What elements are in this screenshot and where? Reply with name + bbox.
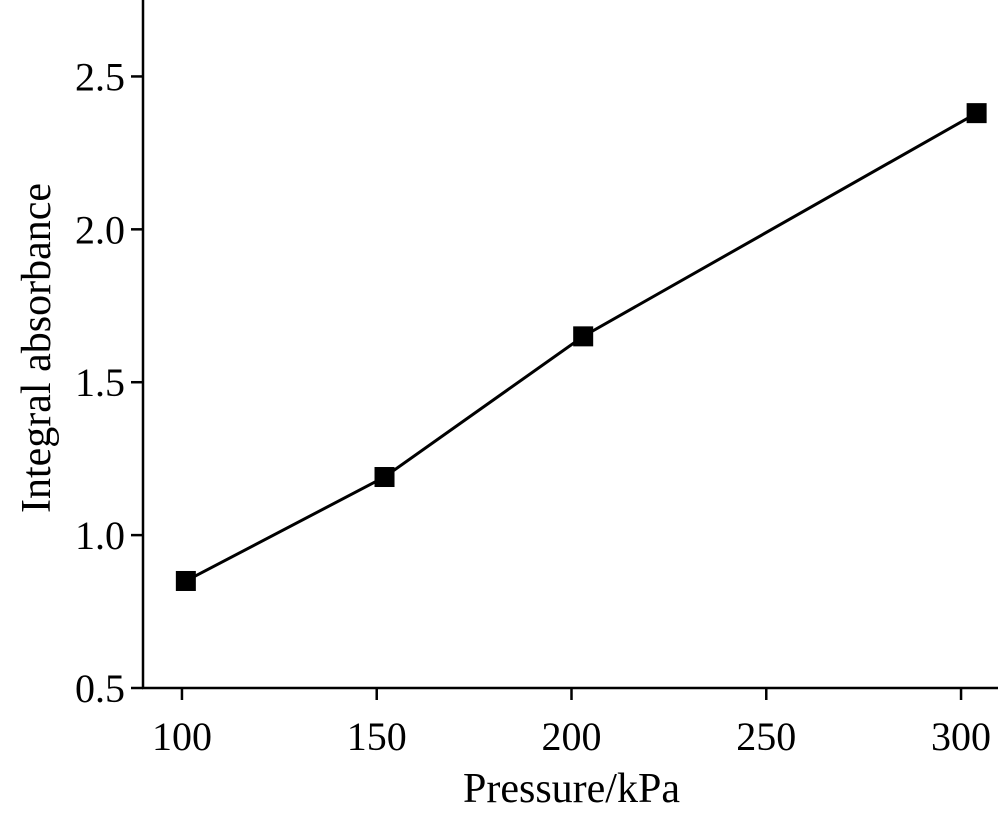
x-ticks: 100 150 200 250 300 [152,688,991,759]
y-tick-label: 2.5 [75,54,125,99]
x-axis-label: Pressure/kPa [463,766,680,812]
x-tick-label: 150 [347,714,407,759]
data-point-marker [573,326,594,347]
data-point-marker [175,570,196,591]
y-tick-label: 1.5 [75,360,125,405]
x-tick-label: 300 [931,714,991,759]
x-tick-label: 250 [736,714,796,759]
y-tick-label: 0.5 [75,666,125,711]
x-tick-label: 200 [542,714,602,759]
y-tick-label: 2.0 [75,207,125,252]
data-point-marker [966,103,987,124]
data-point-marker [374,467,395,488]
series-line [185,111,978,583]
series [175,103,987,591]
y-ticks: 0.5 1.0 1.5 2.0 2.5 [75,54,143,711]
y-tick-label: 1.0 [75,513,125,558]
y-axis-label: Integral absorbance [14,183,60,513]
x-tick-label: 100 [152,714,212,759]
axes [141,0,998,690]
